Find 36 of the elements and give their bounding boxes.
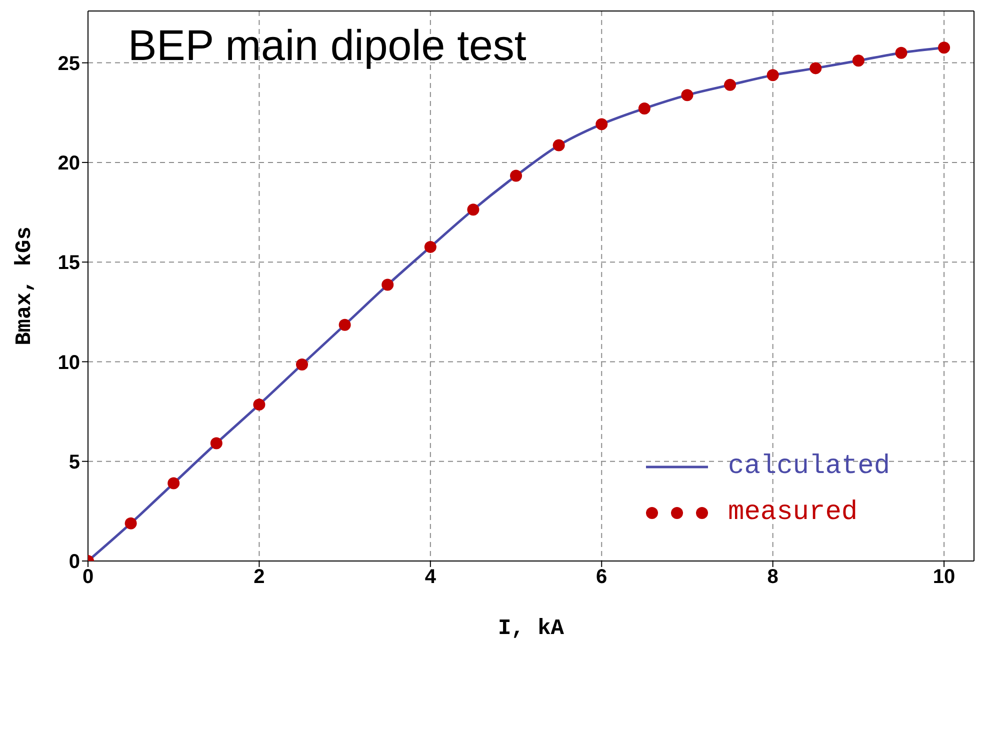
point: [766, 69, 779, 82]
y-tick-label: 20: [58, 152, 80, 175]
point: [210, 437, 222, 450]
x-tick-label: 10: [932, 566, 956, 588]
point: [810, 62, 822, 74]
point: [552, 139, 565, 152]
x-tick-label: 6: [596, 566, 608, 588]
point: [467, 204, 480, 216]
point: [681, 89, 694, 102]
point: [638, 102, 650, 114]
point: [296, 358, 308, 371]
y-tick-label: 15: [58, 252, 80, 274]
chart-title: BEP main dipole test: [128, 22, 526, 71]
point: [124, 517, 137, 530]
y-tick-label: 0: [68, 551, 80, 574]
point: [338, 318, 351, 331]
point: [938, 42, 950, 54]
x-tick-label: 2: [254, 566, 265, 588]
legend-label: measured: [728, 498, 858, 528]
point: [168, 477, 180, 490]
point: [253, 398, 266, 411]
x-tick-label: 8: [767, 566, 778, 588]
y-axis-title: Bmax, kGs: [12, 226, 37, 346]
point: [382, 278, 394, 291]
point: [596, 118, 608, 130]
y-tick-label: 5: [68, 451, 80, 474]
point: [895, 46, 908, 59]
y-tick-label: 10: [58, 352, 80, 374]
point: [510, 170, 522, 182]
point: [424, 240, 436, 253]
y-tick-label: 25: [58, 52, 80, 75]
point: [724, 78, 736, 91]
x-tick-label: 4: [424, 566, 437, 588]
point: [852, 54, 864, 67]
legend-label: calculated: [728, 452, 890, 482]
x-axis-title: I, kA: [498, 616, 565, 641]
